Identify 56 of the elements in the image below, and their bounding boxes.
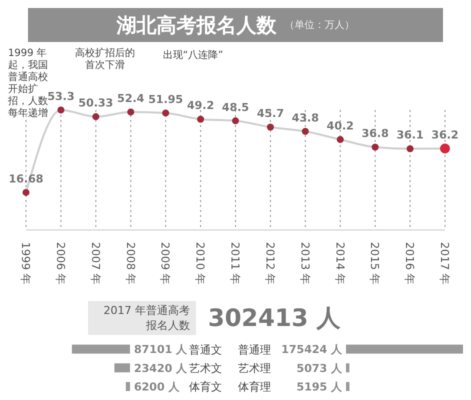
data-label: 48.5: [222, 100, 250, 114]
y-tick-label: 体育理: [238, 380, 271, 394]
chart-title: 湖北高考报名人数: [116, 12, 276, 38]
point: [336, 136, 344, 143]
point: [162, 110, 170, 117]
point: [127, 108, 134, 116]
data-label: 52.4: [117, 92, 145, 106]
x-tick-label: 2012 年: [263, 242, 276, 284]
data-label: 50.33: [78, 96, 114, 110]
text: 2017 年普通高考报名人数: [88, 301, 196, 335]
x-tick-label: 2011 年: [228, 242, 242, 284]
data-label: 36.1: [396, 128, 424, 142]
x-tick-label: 2016 年: [403, 242, 416, 284]
x-tick-label: 2015 年: [368, 242, 382, 284]
point: [266, 124, 274, 131]
data-label: 23420 人: [134, 362, 188, 375]
point: [22, 188, 30, 196]
text: 高校扩招后的首次下滑: [74, 48, 136, 72]
data-label: 87101 人: [134, 343, 188, 356]
x-tick-label: 2009 年: [158, 242, 172, 284]
point: [406, 145, 414, 152]
text: 出现“八连降”: [162, 50, 224, 62]
x-tick-label: 2007 年: [88, 242, 102, 284]
text: 302413 人: [208, 303, 341, 334]
y-tick-label: 普通文: [189, 343, 222, 356]
x-tick-label: 2006 年: [54, 242, 67, 284]
y-tick-label: 艺术理: [238, 362, 271, 375]
x-tick-label: 1999 年: [19, 242, 32, 284]
data-label: 53.3: [47, 90, 74, 103]
point: [232, 117, 239, 124]
x-tick-label: 2013 年: [298, 242, 312, 284]
data-label: 36.2: [431, 128, 459, 142]
data-label: 45.7: [256, 107, 284, 120]
chart-subtitle: （单位：万人）: [284, 18, 354, 32]
point: [372, 144, 379, 151]
data-label: 5073 人: [296, 362, 343, 375]
data-label: 175424 人: [281, 343, 343, 356]
y-tick-label: 普通理: [238, 343, 271, 356]
x-tick-label: 2014 年: [333, 242, 346, 284]
x-tick-label: 2008 年: [124, 242, 137, 284]
data-label: 5195 人: [296, 380, 343, 394]
data-label: 49.2: [187, 99, 214, 112]
point: [302, 128, 309, 135]
data-label: 16.68: [8, 172, 44, 186]
data-label: 6200 人: [134, 380, 180, 394]
y-tick-label: 艺术文: [189, 362, 222, 375]
x-tick-label: 2017 年: [438, 242, 451, 284]
y-tick-label: 体育文: [189, 380, 222, 394]
x-tick-label: 2010 年: [194, 242, 207, 284]
data-label: 51.95: [148, 93, 184, 106]
point: [57, 106, 64, 114]
point: [92, 113, 100, 120]
data-label: 43.8: [292, 111, 319, 124]
data-label: 36.8: [362, 127, 389, 140]
data-label: 40.2: [326, 119, 354, 132]
point: [197, 116, 204, 123]
